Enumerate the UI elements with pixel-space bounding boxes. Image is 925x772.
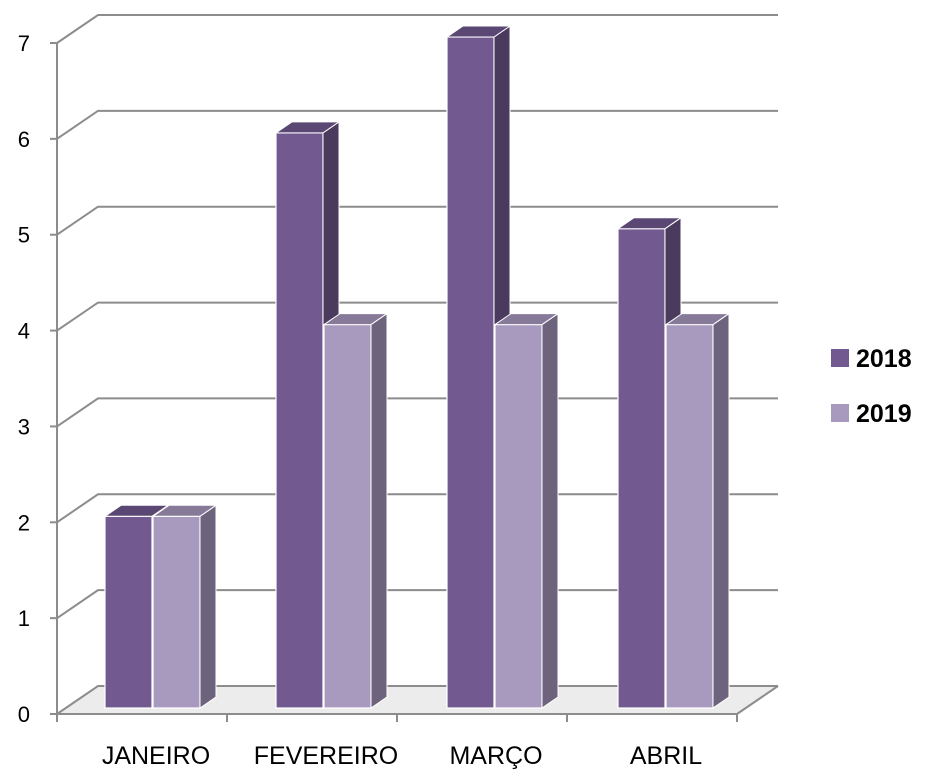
- y-tick-label: 5: [18, 223, 30, 248]
- x-tick-label: MARÇO: [449, 742, 542, 770]
- bar-2019-janeiro: [151, 504, 218, 709]
- y-tick-label: 7: [18, 31, 30, 56]
- bar-top-face: [322, 313, 389, 326]
- bar-top-face: [445, 25, 512, 38]
- y-tick-label: 6: [18, 127, 30, 152]
- floor-right-edge: [736, 685, 779, 715]
- y-tick-label: 1: [18, 606, 30, 631]
- legend-label: 2018: [856, 345, 912, 373]
- bar-front-face: [323, 323, 372, 709]
- gridline: [56, 205, 778, 236]
- legend-item-2019: 2019: [831, 400, 912, 428]
- bar-side-face: [199, 504, 217, 709]
- y-tick-labels: 0 1 2 3 4 5 6 7: [18, 31, 30, 727]
- axes: [50, 42, 779, 722]
- y-tick-label: 4: [18, 319, 30, 344]
- bar-front-face: [617, 228, 666, 709]
- gridline: [56, 109, 778, 140]
- bar-2019-fevereiro: [322, 312, 389, 709]
- bar-front-face: [104, 515, 153, 709]
- bar-side-face: [541, 312, 559, 709]
- chart-floor: [57, 686, 778, 714]
- gridline: [56, 14, 778, 44]
- x-tick-label: FEVEREIRO: [254, 742, 398, 770]
- legend-swatch: [831, 404, 849, 422]
- floor-plane: [57, 686, 778, 714]
- bars: [103, 25, 731, 709]
- bar-top-face: [151, 504, 218, 517]
- bar-front-face: [446, 36, 495, 709]
- y-tick-label: 0: [18, 702, 30, 727]
- gridline: [56, 301, 778, 332]
- bar-2019-abril: [664, 312, 731, 709]
- bar-top-face: [274, 121, 341, 134]
- y-tick-label: 3: [18, 414, 30, 439]
- legend-swatch: [831, 349, 849, 367]
- bar-front-face: [665, 323, 714, 709]
- bar-top-face: [616, 217, 683, 230]
- bar-2018-fevereiro: [274, 120, 341, 709]
- bar-top-face: [664, 313, 731, 326]
- bar-side-face: [712, 312, 730, 709]
- legend-label: 2019: [856, 400, 912, 428]
- bar-front-face: [494, 323, 543, 709]
- legend: 2018 2019: [831, 345, 912, 428]
- bar-front-face: [152, 515, 201, 709]
- bar-top-face: [103, 504, 170, 517]
- bar-front-face: [275, 132, 324, 709]
- bar-top-face: [493, 313, 560, 326]
- x-tick-label: ABRIL: [630, 742, 702, 770]
- bar-2019-março: [493, 312, 560, 709]
- x-tick-label: JANEIRO: [102, 742, 210, 770]
- bar-side-face: [370, 312, 388, 709]
- y-tick-label: 2: [18, 510, 30, 535]
- legend-item-2018: 2018: [831, 345, 912, 373]
- x-tick-labels: JANEIRO FEVEREIRO MARÇO ABRIL: [102, 742, 702, 770]
